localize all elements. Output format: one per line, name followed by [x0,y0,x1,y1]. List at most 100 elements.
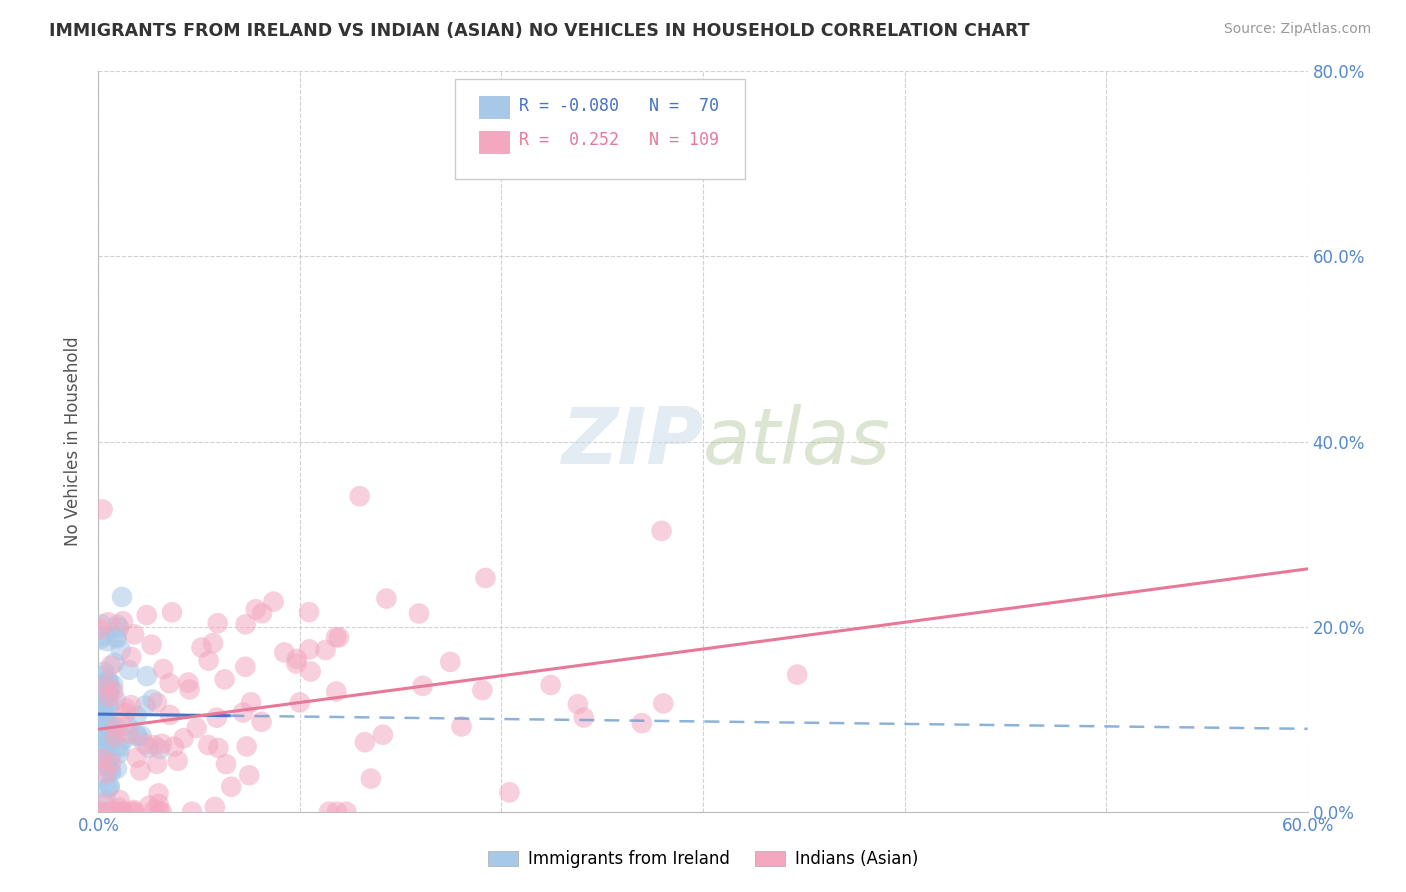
Point [197,738,219,752]
Point [572,710,595,724]
Point [104,693,127,707]
Point [108,621,131,635]
Point [122,627,145,641]
Point [148,797,170,811]
Point [471,683,494,698]
Point [100,764,122,778]
Point [630,716,652,731]
Point [89,771,111,785]
Point [134,698,156,713]
Point [97,676,120,690]
Point [138,798,160,813]
Point [163,739,186,754]
Point [104,730,127,744]
Point [93,739,115,753]
Point [108,793,131,807]
Point [96,697,118,711]
Point [152,662,174,676]
Point [146,756,169,771]
Point [97,673,120,687]
Point [173,731,195,746]
Point [250,607,273,621]
Point [114,701,136,715]
Point [135,608,157,623]
Point [353,735,375,749]
Point [177,675,200,690]
Point [138,740,160,755]
Point [107,739,129,753]
Point [371,728,394,742]
Point [104,656,127,670]
Point [166,754,188,768]
Point [105,632,128,646]
Point [651,524,673,538]
Point [159,676,181,690]
Point [149,742,172,756]
Text: IMMIGRANTS FROM IRELAND VS INDIAN (ASIAN) NO VEHICLES IN HOUSEHOLD CORRELATION C: IMMIGRANTS FROM IRELAND VS INDIAN (ASIAN… [49,22,1029,40]
Point [97,762,120,776]
Text: Source: ZipAtlas.com: Source: ZipAtlas.com [1223,22,1371,37]
Legend: Immigrants from Ireland, Indians (Asian): Immigrants from Ireland, Indians (Asian) [481,844,925,875]
Point [412,679,434,693]
Point [179,682,201,697]
Point [98,731,121,745]
Point [94,765,117,780]
Point [94,692,117,706]
Point [96,634,118,648]
FancyBboxPatch shape [479,95,509,120]
FancyBboxPatch shape [456,78,745,178]
Point [101,718,124,732]
Point [318,805,340,819]
Point [108,747,131,761]
Text: atlas: atlas [703,403,891,480]
Point [120,805,142,819]
Point [135,669,157,683]
Point [408,607,430,621]
Point [94,793,117,807]
Point [103,684,125,698]
Point [91,690,114,704]
Point [98,690,121,704]
Point [233,659,256,673]
Point [285,657,308,671]
Point [298,642,321,657]
Point [146,696,169,710]
Point [375,591,398,606]
Point [108,740,131,755]
Point [315,643,337,657]
Point [148,804,170,818]
Point [439,655,461,669]
Point [120,698,142,713]
Point [207,741,229,756]
Point [111,590,134,604]
Point [90,617,112,632]
Point [96,781,118,796]
Point [141,692,163,706]
Point [91,694,114,708]
Point [125,708,148,723]
Point [335,805,357,819]
Point [125,750,148,764]
Point [98,779,121,793]
Point [325,684,347,698]
Point [120,650,142,665]
Point [219,780,242,794]
Point [190,640,212,655]
Point [326,805,349,819]
Point [205,711,228,725]
Point [204,800,226,814]
Point [148,786,170,800]
Point [360,772,382,786]
Point [98,805,121,819]
Point [100,658,122,673]
Point [93,797,115,811]
Point [100,765,122,780]
Point [652,697,675,711]
Text: R = -0.080   N =  70: R = -0.080 N = 70 [519,96,720,114]
Point [474,571,496,585]
Point [91,502,114,516]
Point [94,707,117,722]
Point [89,623,111,637]
Point [159,707,181,722]
Point [103,678,125,692]
